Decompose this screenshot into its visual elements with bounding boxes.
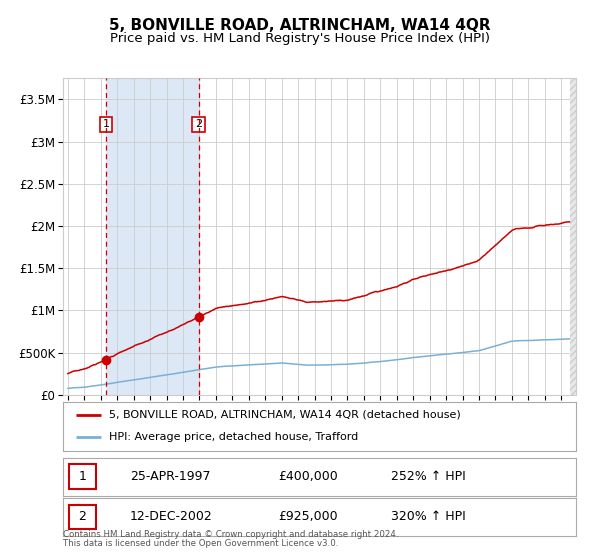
FancyBboxPatch shape — [69, 464, 96, 489]
Text: 12-DEC-2002: 12-DEC-2002 — [130, 510, 212, 524]
Text: 5, BONVILLE ROAD, ALTRINCHAM, WA14 4QR: 5, BONVILLE ROAD, ALTRINCHAM, WA14 4QR — [109, 18, 491, 33]
Polygon shape — [570, 78, 576, 395]
Text: 25-APR-1997: 25-APR-1997 — [130, 470, 210, 483]
Text: HPI: Average price, detached house, Trafford: HPI: Average price, detached house, Traf… — [109, 432, 358, 442]
Text: 2: 2 — [79, 510, 86, 524]
Text: 1: 1 — [103, 119, 109, 129]
Text: 5, BONVILLE ROAD, ALTRINCHAM, WA14 4QR (detached house): 5, BONVILLE ROAD, ALTRINCHAM, WA14 4QR (… — [109, 410, 461, 420]
Text: This data is licensed under the Open Government Licence v3.0.: This data is licensed under the Open Gov… — [63, 539, 338, 548]
Text: Price paid vs. HM Land Registry's House Price Index (HPI): Price paid vs. HM Land Registry's House … — [110, 32, 490, 45]
Text: 2: 2 — [195, 119, 202, 129]
FancyBboxPatch shape — [69, 505, 96, 529]
Bar — [106, 78, 199, 395]
Text: 252% ↑ HPI: 252% ↑ HPI — [391, 470, 466, 483]
Text: 1: 1 — [79, 470, 86, 483]
Text: £925,000: £925,000 — [278, 510, 338, 524]
Text: Contains HM Land Registry data © Crown copyright and database right 2024.: Contains HM Land Registry data © Crown c… — [63, 530, 398, 539]
Text: £400,000: £400,000 — [278, 470, 338, 483]
Text: 320% ↑ HPI: 320% ↑ HPI — [391, 510, 466, 524]
